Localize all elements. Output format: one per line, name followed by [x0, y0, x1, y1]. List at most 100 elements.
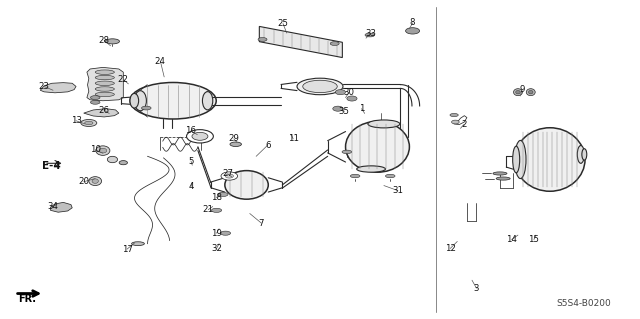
Text: 16: 16 — [186, 126, 196, 135]
Ellipse shape — [513, 89, 522, 96]
Ellipse shape — [84, 121, 93, 125]
Ellipse shape — [365, 33, 374, 37]
Text: 10: 10 — [90, 145, 100, 154]
Ellipse shape — [141, 106, 151, 110]
Ellipse shape — [96, 146, 110, 155]
Text: 14: 14 — [506, 235, 517, 244]
Ellipse shape — [496, 177, 510, 180]
Text: 9: 9 — [519, 85, 525, 94]
Ellipse shape — [342, 150, 351, 154]
Ellipse shape — [218, 192, 228, 197]
Text: 2: 2 — [461, 120, 467, 129]
Text: 12: 12 — [445, 244, 456, 253]
Text: 18: 18 — [211, 193, 222, 202]
Text: 1: 1 — [359, 104, 364, 113]
Ellipse shape — [516, 90, 520, 94]
Ellipse shape — [202, 92, 212, 110]
Text: 30: 30 — [343, 88, 354, 97]
Text: S5S4-B0200: S5S4-B0200 — [556, 299, 611, 308]
Ellipse shape — [90, 96, 100, 100]
Ellipse shape — [450, 114, 458, 117]
Ellipse shape — [192, 132, 208, 140]
Text: 7: 7 — [259, 219, 264, 227]
Ellipse shape — [225, 174, 234, 178]
Text: 17: 17 — [122, 245, 132, 254]
Ellipse shape — [406, 28, 420, 34]
Text: 33: 33 — [365, 29, 376, 38]
Ellipse shape — [452, 120, 460, 124]
Ellipse shape — [90, 100, 100, 104]
Text: 13: 13 — [70, 116, 81, 125]
Ellipse shape — [513, 146, 520, 173]
Ellipse shape — [225, 171, 268, 199]
Text: 31: 31 — [392, 186, 403, 195]
Ellipse shape — [132, 242, 145, 246]
Polygon shape — [51, 202, 72, 212]
Ellipse shape — [346, 122, 410, 172]
Ellipse shape — [493, 172, 507, 175]
Ellipse shape — [258, 38, 267, 41]
Ellipse shape — [95, 81, 115, 85]
Ellipse shape — [130, 83, 216, 119]
Ellipse shape — [330, 42, 339, 46]
Text: 19: 19 — [211, 229, 222, 238]
Text: 6: 6 — [265, 141, 270, 150]
Ellipse shape — [333, 106, 343, 111]
Ellipse shape — [99, 148, 107, 153]
Text: 20: 20 — [78, 177, 89, 186]
Ellipse shape — [582, 149, 587, 160]
Text: 29: 29 — [228, 134, 239, 143]
Ellipse shape — [119, 160, 127, 165]
Text: 27: 27 — [222, 169, 233, 178]
Ellipse shape — [134, 91, 147, 111]
Ellipse shape — [186, 130, 213, 143]
Ellipse shape — [385, 174, 395, 178]
Polygon shape — [84, 109, 119, 117]
Ellipse shape — [515, 128, 585, 191]
Ellipse shape — [356, 166, 385, 172]
Ellipse shape — [368, 120, 400, 128]
Ellipse shape — [108, 156, 118, 163]
Polygon shape — [259, 26, 342, 57]
Text: 5: 5 — [188, 157, 194, 166]
Text: 22: 22 — [118, 75, 129, 84]
Ellipse shape — [92, 179, 99, 183]
Text: 4: 4 — [188, 182, 194, 191]
Text: 34: 34 — [47, 202, 59, 211]
Ellipse shape — [297, 78, 343, 95]
Ellipse shape — [529, 90, 533, 94]
Ellipse shape — [230, 142, 241, 146]
Ellipse shape — [211, 208, 221, 212]
Ellipse shape — [515, 140, 526, 179]
Ellipse shape — [95, 87, 115, 91]
Ellipse shape — [89, 177, 102, 186]
Text: 3: 3 — [474, 284, 479, 293]
Text: 28: 28 — [99, 36, 109, 45]
Text: 21: 21 — [203, 205, 214, 214]
Ellipse shape — [221, 172, 237, 180]
Ellipse shape — [106, 39, 120, 44]
Polygon shape — [87, 67, 124, 101]
Ellipse shape — [335, 90, 346, 95]
Ellipse shape — [577, 145, 584, 163]
Ellipse shape — [350, 174, 360, 178]
Text: 24: 24 — [155, 56, 166, 65]
Text: 8: 8 — [410, 19, 415, 27]
Ellipse shape — [81, 120, 97, 126]
Text: 23: 23 — [38, 82, 50, 91]
Ellipse shape — [95, 92, 115, 97]
Ellipse shape — [95, 75, 115, 80]
Ellipse shape — [95, 70, 115, 74]
Polygon shape — [40, 83, 76, 93]
Ellipse shape — [526, 89, 535, 96]
Text: E-4: E-4 — [42, 161, 61, 172]
Text: 25: 25 — [278, 19, 289, 28]
Ellipse shape — [130, 93, 139, 108]
Text: 35: 35 — [339, 108, 350, 116]
Ellipse shape — [303, 80, 337, 93]
Ellipse shape — [220, 231, 230, 235]
Text: 32: 32 — [211, 244, 222, 253]
Ellipse shape — [347, 96, 357, 101]
Text: 15: 15 — [529, 235, 540, 244]
Text: 26: 26 — [99, 106, 109, 115]
